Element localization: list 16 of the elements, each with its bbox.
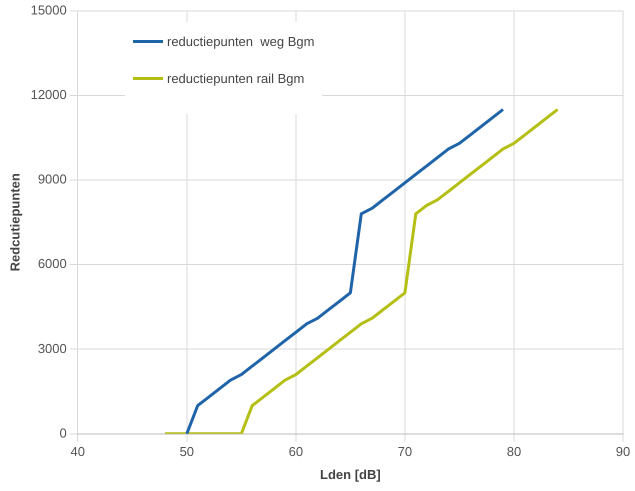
y-tick-label: 6000 [38, 256, 67, 272]
y-tick-label: 0 [60, 425, 67, 440]
legend-label: reductiepunten weg Bgm [167, 34, 314, 49]
y-tick-label: 12000 [30, 86, 67, 102]
x-tick-label: 70 [398, 444, 412, 460]
y-tick-label: 3000 [38, 340, 67, 356]
legend-label: reductiepunten rail Bgm [167, 71, 304, 86]
x-tick-label: 60 [288, 444, 304, 460]
x-tick-label: 80 [506, 444, 522, 460]
x-tick-label: 50 [180, 444, 194, 460]
x-tick-label: 40 [70, 444, 85, 460]
y-tick-label: 15000 [30, 2, 67, 18]
y-axis-title: Redcutiepunten [7, 173, 22, 272]
y-tick-label: 9000 [38, 172, 67, 187]
x-tick-label: 90 [616, 444, 630, 460]
x-axis-title: Lden [dB] [320, 466, 381, 482]
